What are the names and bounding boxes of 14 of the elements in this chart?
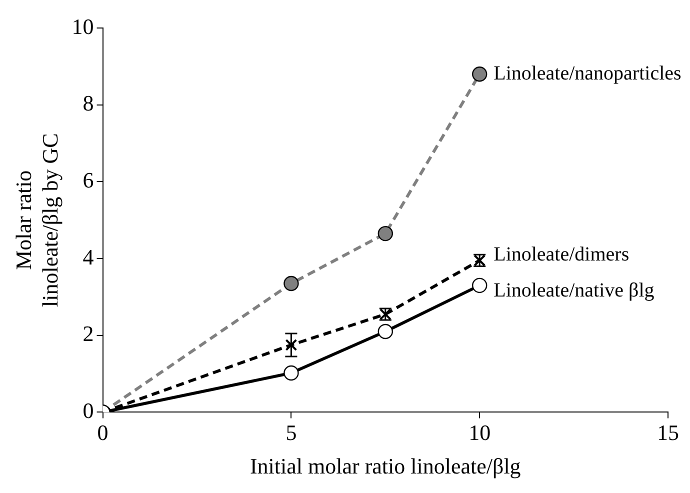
series-label: Linoleate/nanoparticles (494, 62, 682, 84)
y-tick-label: 0 (82, 398, 94, 423)
x-tick-label: 10 (468, 420, 491, 446)
y-tick-label: 4 (82, 244, 94, 270)
x-axis-title: Initial molar ratio linoleate/βlg (250, 454, 521, 479)
x-tick-label: 5 (286, 420, 297, 446)
series-label: Linoleate/dimers (494, 244, 630, 266)
series-label: Linoleate/native βlg (494, 280, 654, 302)
x-tick-label: 15 (657, 420, 679, 446)
y-axis-title: Molar ratio linoleate/βlg by GC (10, 133, 62, 307)
y-tick-label: 8 (82, 90, 94, 116)
y-tick-label: 2 (82, 321, 94, 346)
y-tick-label: 10 (72, 14, 94, 39)
y-tick-label: 6 (82, 167, 94, 192)
